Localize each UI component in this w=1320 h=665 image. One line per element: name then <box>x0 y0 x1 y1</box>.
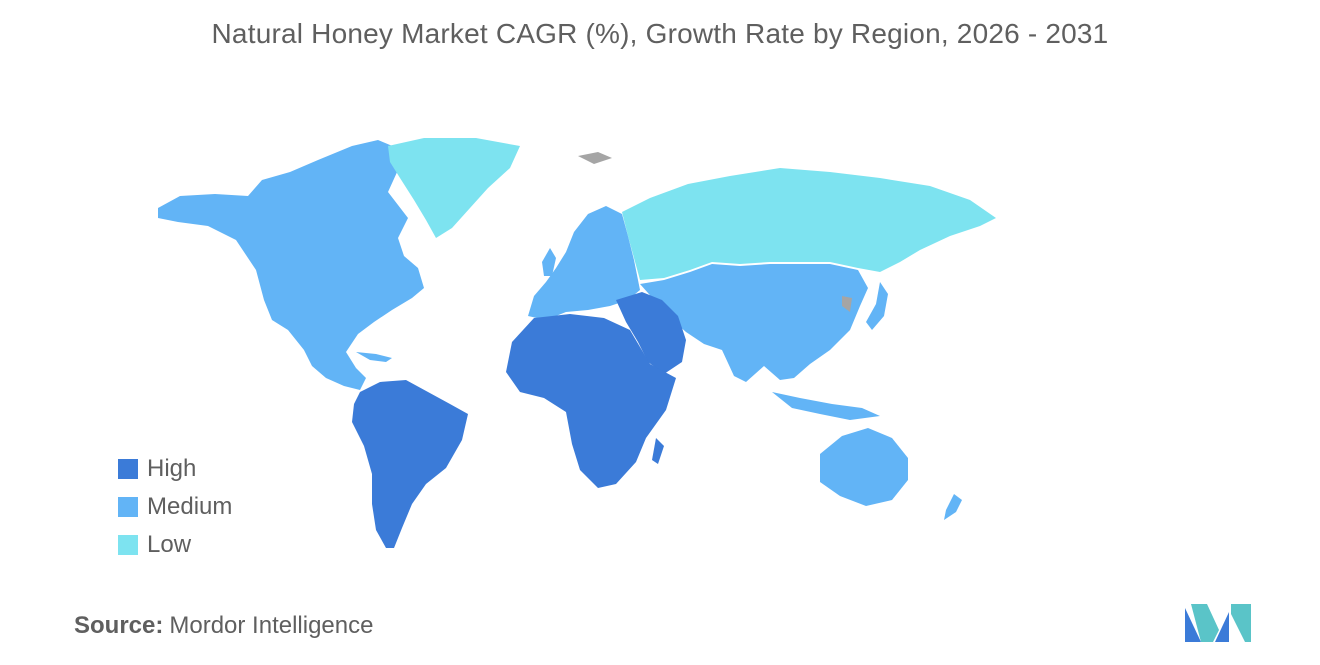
region-caribbean <box>356 352 392 362</box>
region-south-america <box>352 380 468 548</box>
legend-swatch-low <box>118 535 138 555</box>
legend-item-high: High <box>118 450 232 488</box>
source-label: Source: <box>74 612 164 639</box>
region-svalbard-no-data <box>578 152 612 164</box>
source-line: Source: Mordor Intelligence <box>74 612 373 640</box>
legend-label-medium: Medium <box>147 493 233 520</box>
legend: High Medium Low <box>118 450 232 564</box>
region-africa <box>506 314 676 488</box>
region-japan <box>866 282 888 330</box>
region-australia <box>820 428 908 506</box>
region-north-america <box>158 140 424 378</box>
legend-swatch-medium <box>118 497 138 517</box>
legend-item-medium: Medium <box>118 488 232 526</box>
region-uk <box>542 248 556 276</box>
region-korea-no-data <box>842 296 852 312</box>
mordor-intelligence-logo-icon <box>1185 604 1251 642</box>
region-asia <box>640 264 868 382</box>
region-europe <box>528 206 640 320</box>
region-russia <box>622 168 996 280</box>
region-greenland <box>388 138 520 238</box>
legend-item-low: Low <box>118 526 232 564</box>
source-value: Mordor Intelligence <box>169 612 374 639</box>
region-madagascar <box>652 438 664 464</box>
legend-label-high: High <box>147 455 197 482</box>
region-middle-east <box>616 292 686 374</box>
legend-swatch-high <box>118 459 138 479</box>
legend-label-low: Low <box>147 531 192 558</box>
region-new-zealand <box>944 494 962 520</box>
region-southeast-asia-islands <box>772 392 880 420</box>
region-central-america <box>304 350 366 390</box>
chart-title: Natural Honey Market CAGR (%), Growth Ra… <box>211 18 1109 49</box>
